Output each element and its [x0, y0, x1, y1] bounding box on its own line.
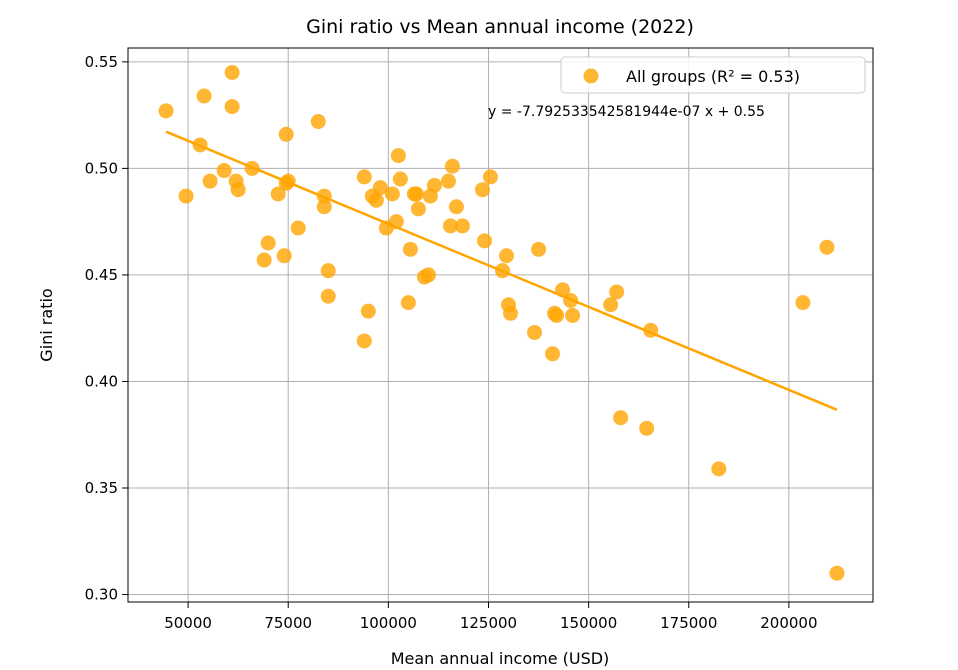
y-tick-label: 0.55 [85, 53, 118, 71]
scatter-points [158, 65, 845, 581]
data-point [565, 307, 581, 323]
x-tick-label: 175000 [660, 614, 717, 632]
data-point [388, 214, 404, 230]
data-point [549, 307, 565, 323]
data-point [482, 169, 498, 185]
data-point [276, 248, 292, 264]
data-point [476, 233, 492, 249]
fit-equation-annotation: y = -7.792533542581944e-07 x + 0.55 [488, 104, 765, 120]
y-tick-label: 0.50 [85, 159, 118, 177]
data-point [316, 188, 332, 204]
axis-ticks: 50000 75000 100000 125000 150000 175000 200000… [85, 53, 818, 632]
data-point [444, 158, 460, 174]
data-point [384, 186, 400, 202]
data-point [192, 137, 208, 153]
x-tick-label: 75000 [264, 614, 312, 632]
data-point [320, 288, 336, 304]
data-point [613, 410, 629, 426]
data-point [320, 263, 336, 279]
data-point [402, 241, 418, 257]
data-point [503, 305, 519, 321]
data-point [555, 282, 571, 298]
data-point [244, 160, 260, 176]
data-point [474, 182, 490, 198]
data-point [400, 295, 416, 311]
data-point [440, 173, 456, 189]
plot-frame [127, 47, 874, 603]
data-point [795, 295, 811, 311]
data-point [310, 114, 326, 130]
data-point [280, 173, 296, 189]
y-tick-label: 0.30 [85, 586, 118, 604]
y-tick-label: 0.45 [85, 266, 118, 284]
legend-box [560, 56, 866, 94]
data-point [563, 292, 579, 308]
data-point [420, 267, 436, 283]
data-point [158, 103, 174, 119]
legend-label: All groups (R² = 0.53) [626, 67, 800, 86]
data-point [426, 177, 442, 193]
data-point [368, 192, 384, 208]
data-point [829, 565, 845, 581]
x-axis-label: Mean annual income (USD) [391, 649, 610, 668]
data-point [260, 235, 276, 251]
data-point [499, 248, 515, 264]
data-point [196, 88, 212, 104]
data-point [390, 148, 406, 164]
data-point [216, 163, 232, 179]
x-tick-label: 100000 [360, 614, 417, 632]
data-point [408, 186, 424, 202]
legend-marker [583, 68, 599, 84]
data-point [202, 173, 218, 189]
data-point [819, 239, 835, 255]
x-tick-label: 125000 [460, 614, 517, 632]
chart-title: Gini ratio vs Mean annual income (2022) [306, 16, 694, 38]
data-point [316, 199, 332, 215]
data-point [230, 182, 246, 198]
data-point [639, 420, 655, 436]
data-point [270, 186, 286, 202]
data-point [178, 188, 194, 204]
data-point [531, 241, 547, 257]
data-point [290, 220, 306, 236]
data-point [224, 65, 240, 81]
data-point [356, 169, 372, 185]
data-point [372, 180, 388, 196]
data-point [360, 303, 376, 319]
data-point [545, 346, 561, 362]
data-point [278, 126, 294, 142]
data-point [603, 297, 619, 313]
data-point [392, 171, 408, 187]
x-tick-label: 150000 [560, 614, 617, 632]
y-axis-label: Gini ratio [37, 288, 56, 361]
data-point [454, 218, 470, 234]
y-tick-label: 0.40 [85, 372, 118, 390]
data-point [410, 201, 426, 217]
x-tick-label: 50000 [164, 614, 212, 632]
data-point [256, 252, 272, 268]
data-point [495, 263, 511, 279]
data-point [356, 333, 372, 349]
data-point [609, 284, 625, 300]
data-point [527, 324, 543, 340]
data-point [643, 322, 659, 338]
y-tick-label: 0.35 [85, 479, 118, 497]
x-tick-label: 200000 [760, 614, 817, 632]
legend: All groups (R² = 0.53) [560, 56, 866, 94]
data-point [224, 99, 240, 115]
data-point [448, 199, 464, 215]
data-point [442, 218, 458, 234]
data-point [711, 461, 727, 477]
